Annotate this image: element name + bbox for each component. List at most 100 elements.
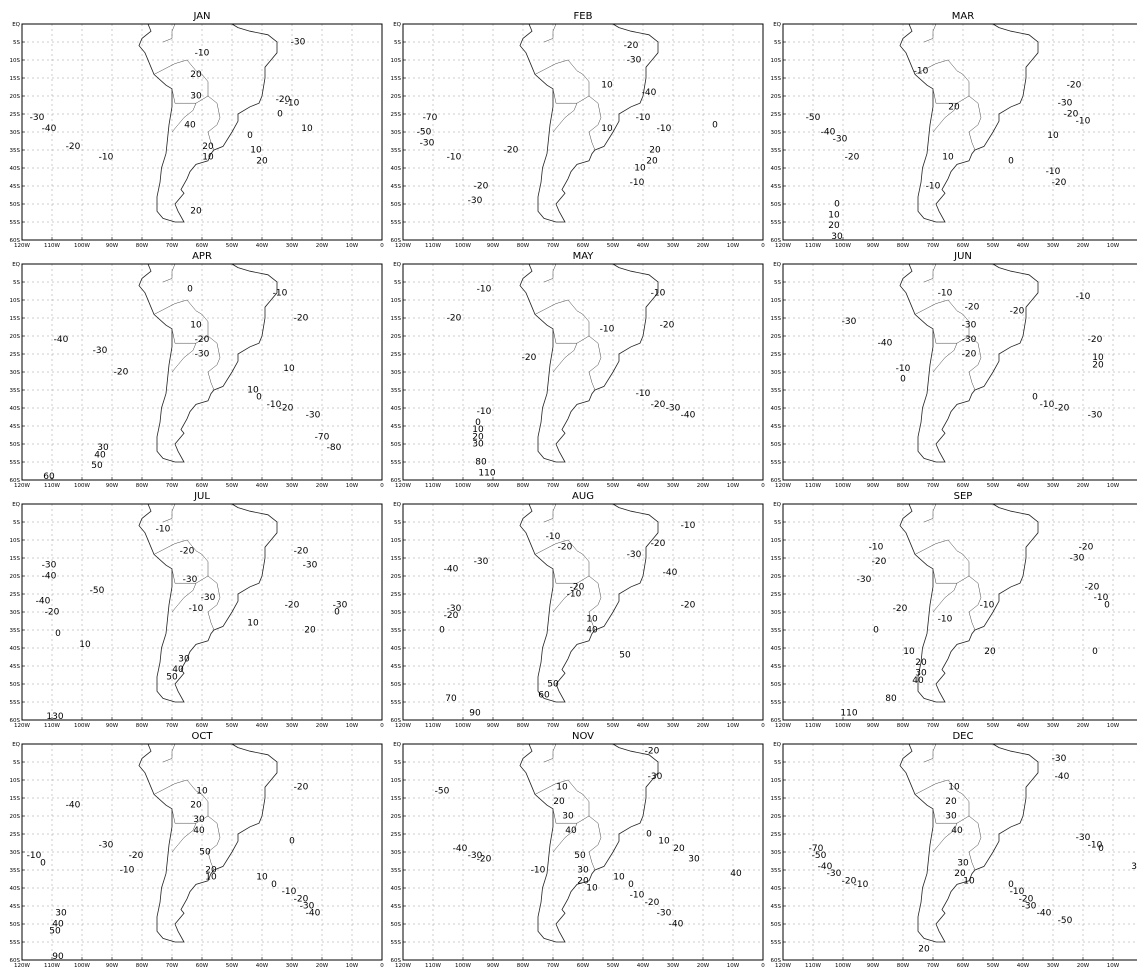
coastline-layer <box>138 24 278 223</box>
country-border <box>923 264 937 283</box>
graticule <box>783 264 1137 480</box>
contour-label-positive: 10 <box>301 124 313 134</box>
contour-label-negative: -30 <box>1022 902 1037 912</box>
contour-label-negative: -10 <box>273 288 288 298</box>
contour-label-negative: -20 <box>872 557 887 567</box>
contour-label-positive: 10 <box>963 876 975 886</box>
lon-tick-label: 70W <box>166 963 179 969</box>
lon-tick-label: 90W <box>487 483 500 489</box>
contour-label-negative: -40 <box>821 128 836 138</box>
lat-tick-label: 50S <box>391 442 402 448</box>
lon-tick-label: 50W <box>226 723 239 729</box>
lat-tick-label: 50S <box>771 922 782 928</box>
lon-tick-label: 10W <box>346 723 359 729</box>
panel-title: MAR <box>952 11 974 22</box>
lon-tick-label: 90W <box>867 243 880 249</box>
lon-tick-label: 90W <box>487 243 500 249</box>
contour-label-negative: -30 <box>303 561 318 571</box>
lat-tick-label: 45S <box>771 184 782 190</box>
lat-tick-label: 45S <box>391 424 402 430</box>
contour-label-negative: -30 <box>474 557 489 567</box>
lon-tick-label: 90W <box>867 483 880 489</box>
lat-tick-label: 15S <box>10 556 21 562</box>
contour-label-negative: -30 <box>842 317 857 327</box>
lat-tick-label: EQ <box>773 22 781 28</box>
south-america-coastline <box>899 744 1039 943</box>
contour-label-positive: 10 <box>472 425 484 435</box>
panel-title: OCT <box>192 731 214 742</box>
contour-label-negative: -20 <box>645 898 660 908</box>
contour-label-positive: 50 <box>199 848 211 858</box>
contour-label-positive: 10 <box>250 146 262 156</box>
contour-label-negative: -20 <box>66 142 81 152</box>
contour-label-negative: -20 <box>660 321 675 331</box>
panel-title: SEP <box>954 491 973 502</box>
contour-label-positive: 20 <box>915 658 927 668</box>
contour-label-positive: 0 <box>439 626 445 636</box>
country-border <box>543 504 557 523</box>
contour-label-positive: 20 <box>190 207 202 217</box>
contour-label-negative: -10 <box>531 866 546 876</box>
contour-label-positive: 20 <box>649 146 661 156</box>
panel-title: AUG <box>572 491 594 502</box>
lon-tick-label: 110W <box>805 243 821 249</box>
country-border <box>171 103 197 133</box>
map-panel-dec: -30-4010203040302010-30-10030-70-50-40-3… <box>771 731 1137 969</box>
contour-label-negative: -30 <box>300 902 315 912</box>
contour-label-positive: 40 <box>193 826 205 836</box>
south-america-coastline <box>519 264 659 463</box>
lon-tick-label: 80W <box>136 963 149 969</box>
contour-label-positive: 20 <box>945 797 957 807</box>
lat-tick-label: 30S <box>391 130 402 136</box>
lon-tick-label: 0 <box>761 963 765 969</box>
contour-label-negative: -20 <box>1088 335 1103 345</box>
contour-label-positive: 0 <box>247 131 253 141</box>
lat-tick-label: 30S <box>391 610 402 616</box>
contour-label-positive: 10 <box>79 640 91 650</box>
lon-tick-label: 20W <box>316 483 329 489</box>
contour-label-positive: 0 <box>900 375 906 385</box>
lat-tick-label: 55S <box>771 220 782 226</box>
contour-label-positive: 40 <box>951 826 963 836</box>
lon-tick-label: 0 <box>761 723 765 729</box>
contour-label-positive: 60 <box>538 690 550 700</box>
lat-tick-label: 35S <box>391 388 402 394</box>
graticule <box>403 24 763 240</box>
country-border <box>552 328 602 391</box>
lon-tick-label: 110W <box>425 243 441 249</box>
contour-label-negative: -20 <box>294 783 309 793</box>
lat-tick-label: EQ <box>12 22 20 28</box>
south-america-coastline <box>899 24 1039 223</box>
lon-tick-label: 110W <box>425 963 441 969</box>
lon-tick-label: 60W <box>577 243 590 249</box>
lat-tick-label: 60S <box>10 958 21 964</box>
lat-tick-label: EQ <box>393 22 401 28</box>
lon-tick-label: 0 <box>380 963 384 969</box>
contour-label-negative: -30 <box>833 135 848 145</box>
contour-label-positive: 30 <box>97 443 109 453</box>
contour-label-positive: 30 <box>190 92 202 102</box>
contour-label-negative: -20 <box>294 546 309 556</box>
lat-tick-label: 60S <box>771 958 782 964</box>
country-border <box>932 583 958 613</box>
contour-label-positive: 40 <box>94 450 106 460</box>
country-border <box>162 264 176 283</box>
contour-label-positive: 20 <box>673 844 685 854</box>
contour-label-positive: 0 <box>1032 393 1038 403</box>
lat-axis: EQ 5S 10S 15S 20S 25S 30S 35S 40S 45S 50S 55S 60S <box>771 22 786 244</box>
lat-tick-label: 20S <box>391 814 402 820</box>
country-border <box>923 744 937 763</box>
lat-tick-label: EQ <box>773 742 781 748</box>
contour-label-negative: -50 <box>417 128 432 138</box>
lon-tick-label: 50W <box>607 483 620 489</box>
lon-tick-label: 100W <box>835 723 851 729</box>
lat-tick-label: 25S <box>771 592 782 598</box>
lon-tick-label: 10W <box>727 963 740 969</box>
lon-tick-label: 30W <box>286 723 299 729</box>
contour-label-positive: 20 <box>954 869 966 879</box>
lat-tick-label: 60S <box>10 718 21 724</box>
contour-label-positive: 0 <box>1008 156 1014 166</box>
